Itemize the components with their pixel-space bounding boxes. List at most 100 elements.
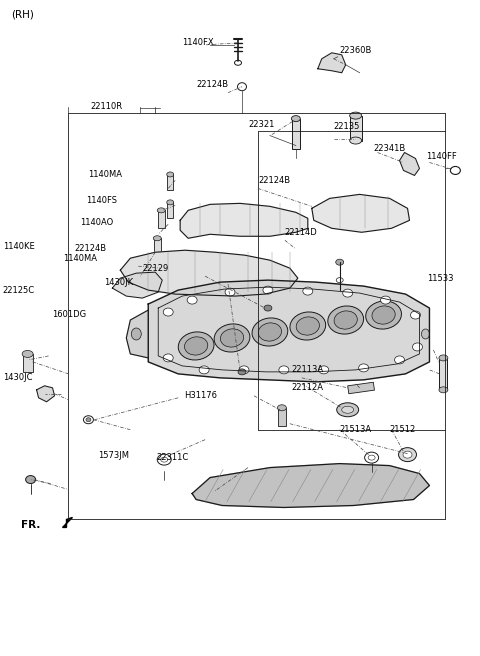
Text: 22124B: 22124B xyxy=(258,176,290,185)
Ellipse shape xyxy=(238,369,246,375)
Ellipse shape xyxy=(178,332,214,360)
Ellipse shape xyxy=(403,451,412,458)
Text: 1573JM: 1573JM xyxy=(98,451,130,460)
Text: 1430JK: 1430JK xyxy=(104,277,133,287)
Ellipse shape xyxy=(334,311,357,329)
Ellipse shape xyxy=(343,289,353,297)
Ellipse shape xyxy=(319,366,329,374)
Text: 11533: 11533 xyxy=(428,274,454,283)
Polygon shape xyxy=(318,52,346,73)
Text: 22125C: 22125C xyxy=(3,285,35,295)
Ellipse shape xyxy=(132,328,141,340)
Bar xyxy=(350,115,361,140)
Text: 1140FS: 1140FS xyxy=(86,196,118,205)
Text: 1140KE: 1140KE xyxy=(3,242,35,251)
Ellipse shape xyxy=(153,236,161,241)
Ellipse shape xyxy=(258,323,282,341)
Polygon shape xyxy=(126,310,148,358)
Ellipse shape xyxy=(157,208,165,213)
Text: 21513A: 21513A xyxy=(340,425,372,434)
Ellipse shape xyxy=(290,312,326,340)
Ellipse shape xyxy=(167,172,174,177)
Ellipse shape xyxy=(161,457,168,462)
Polygon shape xyxy=(312,194,409,232)
Ellipse shape xyxy=(336,277,343,283)
Text: H31176: H31176 xyxy=(184,391,217,400)
Bar xyxy=(23,354,33,372)
Polygon shape xyxy=(62,518,72,527)
Text: 22112A: 22112A xyxy=(292,383,324,392)
Ellipse shape xyxy=(410,311,420,319)
Ellipse shape xyxy=(398,447,417,462)
Polygon shape xyxy=(180,203,308,238)
Text: 1140FX: 1140FX xyxy=(182,38,214,47)
Bar xyxy=(167,202,173,218)
Ellipse shape xyxy=(350,137,361,144)
Ellipse shape xyxy=(264,305,272,311)
Ellipse shape xyxy=(239,366,249,374)
Text: 22341B: 22341B xyxy=(373,144,406,153)
Text: 1140MA: 1140MA xyxy=(63,254,97,262)
Text: FR.: FR. xyxy=(21,520,40,531)
Ellipse shape xyxy=(336,259,344,265)
Ellipse shape xyxy=(303,287,313,295)
Ellipse shape xyxy=(359,364,369,372)
Polygon shape xyxy=(192,464,430,508)
Bar xyxy=(439,358,447,390)
Ellipse shape xyxy=(163,308,173,316)
Ellipse shape xyxy=(366,301,401,329)
Ellipse shape xyxy=(84,416,94,424)
Ellipse shape xyxy=(167,200,174,205)
Ellipse shape xyxy=(86,418,91,422)
Text: 22124B: 22124B xyxy=(74,244,107,253)
Ellipse shape xyxy=(214,324,250,352)
Ellipse shape xyxy=(252,318,288,346)
Text: 1430JC: 1430JC xyxy=(3,373,32,382)
Text: 22135: 22135 xyxy=(334,122,360,131)
Text: 1601DG: 1601DG xyxy=(52,310,87,319)
Text: 22321: 22321 xyxy=(248,120,275,129)
Text: (RH): (RH) xyxy=(11,10,34,20)
Text: 22113A: 22113A xyxy=(292,365,324,375)
Text: 22114D: 22114D xyxy=(285,228,318,237)
Ellipse shape xyxy=(199,366,209,374)
Bar xyxy=(292,119,300,148)
Ellipse shape xyxy=(439,387,448,393)
Polygon shape xyxy=(120,250,298,296)
Ellipse shape xyxy=(421,329,430,339)
Polygon shape xyxy=(399,152,420,175)
Ellipse shape xyxy=(328,306,363,334)
Ellipse shape xyxy=(342,406,354,413)
Bar xyxy=(154,238,161,252)
Bar xyxy=(348,382,374,394)
Ellipse shape xyxy=(225,288,235,296)
Ellipse shape xyxy=(187,296,197,304)
Ellipse shape xyxy=(220,329,244,347)
Bar xyxy=(278,408,286,426)
Bar xyxy=(158,211,165,228)
Ellipse shape xyxy=(291,115,300,121)
Ellipse shape xyxy=(157,454,171,465)
Polygon shape xyxy=(148,280,430,382)
Ellipse shape xyxy=(22,350,33,358)
Ellipse shape xyxy=(350,112,361,119)
Ellipse shape xyxy=(365,452,379,463)
Polygon shape xyxy=(36,386,55,401)
Text: 1140FF: 1140FF xyxy=(426,152,457,161)
Ellipse shape xyxy=(277,405,287,411)
Ellipse shape xyxy=(395,356,405,364)
Ellipse shape xyxy=(184,337,208,355)
Ellipse shape xyxy=(235,60,241,65)
Text: 21512: 21512 xyxy=(390,425,416,434)
Ellipse shape xyxy=(336,403,359,417)
Ellipse shape xyxy=(381,296,391,304)
Ellipse shape xyxy=(412,343,422,351)
Ellipse shape xyxy=(263,286,273,294)
Text: 22360B: 22360B xyxy=(340,47,372,55)
Bar xyxy=(167,174,173,190)
Ellipse shape xyxy=(296,317,319,335)
Text: 22110R: 22110R xyxy=(90,102,122,111)
Ellipse shape xyxy=(279,366,289,374)
Polygon shape xyxy=(112,272,162,298)
Text: 22124B: 22124B xyxy=(196,80,228,89)
